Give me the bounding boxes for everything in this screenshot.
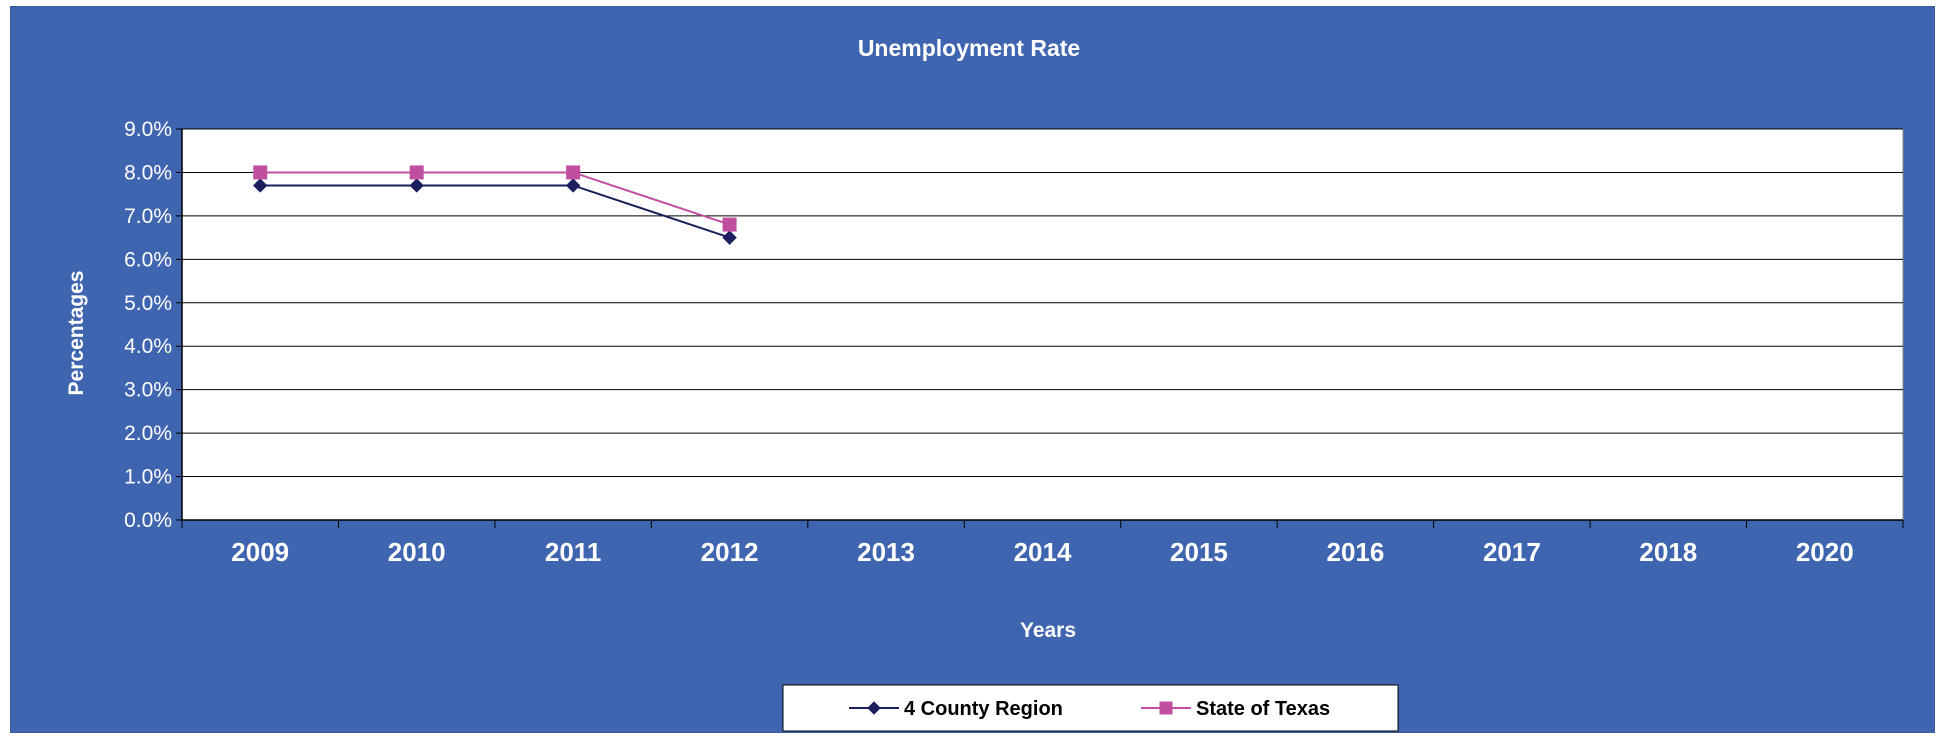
x-tick-label: 2011 [545,537,601,567]
chart-area: Unemployment Rate 0.0% 1.0% 2.0% 3.0% 4.0% 5.… [10,6,1935,733]
data-point-marker [565,178,581,193]
y-tick-label: 2.0% [124,422,172,445]
series-4-county-region [253,178,737,245]
y-tick-label: 6.0% [124,248,172,271]
chart-svg: Unemployment Rate 0.0% 1.0% 2.0% 3.0% 4.0% 5.… [65,35,1904,732]
y-tick-label: 1.0% [124,466,172,489]
legend-item: 4 County Region [849,698,1063,720]
x-tick-label: 2020 [1796,537,1854,567]
x-tick-label: 2013 [857,537,915,567]
data-point-marker [722,217,737,232]
x-tick-label: 2010 [388,537,446,567]
x-tick-label: 2018 [1639,537,1697,567]
x-tick-label: 2009 [231,537,289,567]
legend: 4 County Region State of Texas [782,684,1399,732]
x-axis-label: Years [1020,619,1076,642]
x-tick-label: 2016 [1326,537,1384,567]
y-tick-label: 4.0% [124,335,172,358]
y-tick-label: 8.0% [124,161,172,184]
x-tick-label: 2015 [1170,537,1228,567]
data-point-marker [722,230,737,245]
x-tick-label: 2014 [1014,537,1072,567]
chart-title: Unemployment Rate [858,35,1080,61]
y-tick-label: 3.0% [124,379,172,402]
data-point-marker [253,165,268,180]
y-tick-label: 7.0% [124,205,172,228]
data-point-marker [1159,701,1173,715]
legend-label: State of Texas [1196,698,1330,720]
y-tick-label: 5.0% [124,292,172,315]
data-point-marker [867,701,881,715]
series-line [260,171,730,226]
data-point-marker [253,178,268,193]
x-tick-label: 2017 [1483,537,1541,567]
data-point-marker [566,165,581,180]
y-axis-label: Percentages [65,271,88,396]
plot-background [181,128,1904,521]
y-tick-label: 0.0% [124,509,172,532]
x-tick-label: 2012 [701,537,759,567]
data-point-marker [409,165,424,180]
data-point-marker [409,178,424,193]
series-state-of-texas [253,165,737,232]
legend-item: State of Texas [1141,698,1330,720]
y-tick-label: 9.0% [124,118,172,141]
plot-area: 0.0% 1.0% 2.0% 3.0% 4.0% 5.0% 6.0% 7.0% 8.0% 9.0%… [124,118,1904,567]
legend-label: 4 County Region [904,698,1063,720]
series-line [260,184,730,239]
